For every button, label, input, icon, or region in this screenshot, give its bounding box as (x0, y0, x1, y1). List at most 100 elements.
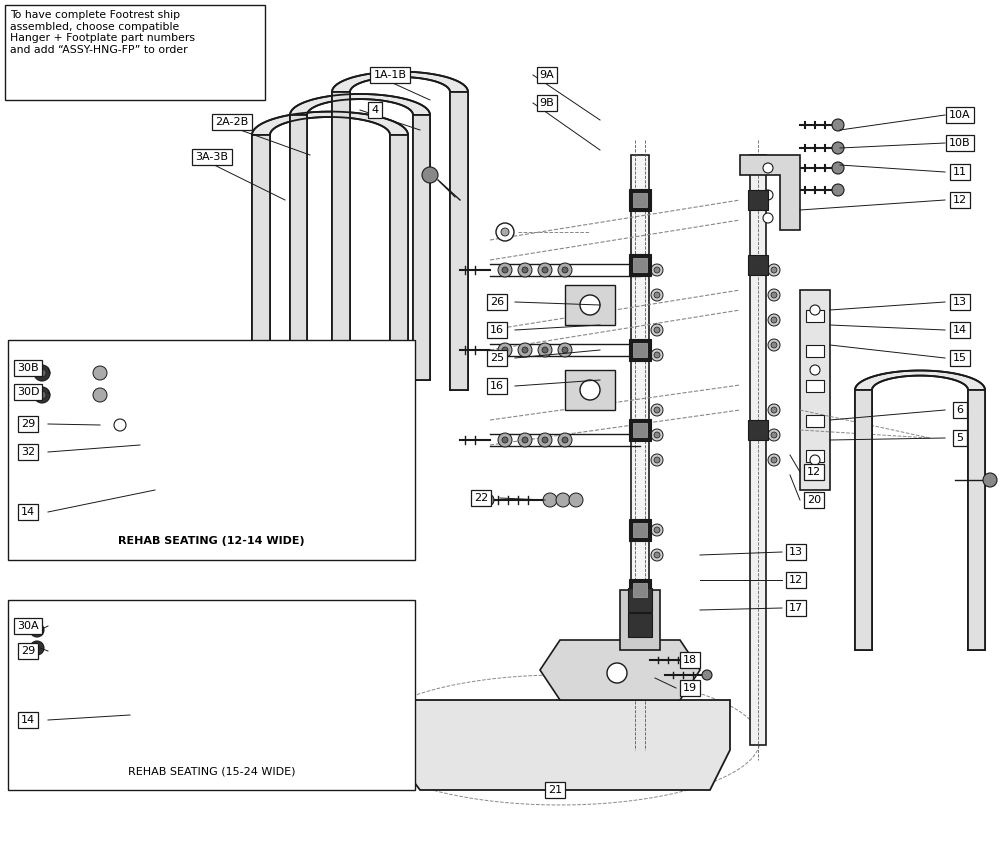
Circle shape (562, 267, 568, 273)
Text: REHAB SEATING (15-24 WIDE): REHAB SEATING (15-24 WIDE) (128, 766, 295, 776)
Polygon shape (968, 390, 985, 650)
Text: 9A: 9A (540, 70, 554, 80)
Polygon shape (750, 155, 766, 745)
Circle shape (651, 289, 663, 301)
Text: 12: 12 (953, 195, 967, 205)
Circle shape (763, 163, 773, 173)
Circle shape (522, 347, 528, 353)
Polygon shape (177, 418, 193, 432)
Circle shape (30, 641, 44, 655)
Polygon shape (413, 115, 430, 380)
Text: 30B: 30B (17, 363, 39, 373)
Text: 12: 12 (789, 575, 803, 585)
Circle shape (422, 167, 438, 183)
Circle shape (651, 549, 663, 561)
Circle shape (502, 347, 508, 353)
Circle shape (518, 263, 532, 277)
Polygon shape (628, 588, 652, 612)
Circle shape (651, 454, 663, 466)
Circle shape (832, 162, 844, 174)
Text: 14: 14 (21, 715, 35, 725)
Circle shape (518, 343, 532, 357)
Text: 18: 18 (683, 655, 697, 665)
Circle shape (654, 432, 660, 438)
Circle shape (654, 457, 660, 463)
Circle shape (771, 292, 777, 298)
Circle shape (556, 493, 570, 507)
Text: 16: 16 (490, 381, 504, 391)
Circle shape (498, 433, 512, 447)
Polygon shape (628, 613, 652, 637)
Text: 5: 5 (956, 433, 964, 443)
Text: 10B: 10B (949, 138, 971, 148)
Polygon shape (633, 258, 647, 272)
Circle shape (34, 365, 50, 381)
Text: 6: 6 (956, 405, 964, 415)
Circle shape (38, 391, 46, 399)
Circle shape (768, 314, 780, 326)
Polygon shape (748, 420, 768, 440)
Polygon shape (565, 285, 615, 325)
Polygon shape (8, 340, 415, 560)
Polygon shape (633, 343, 647, 357)
Circle shape (93, 388, 107, 402)
Polygon shape (748, 190, 768, 210)
Circle shape (340, 745, 350, 755)
Text: To have complete Footrest ship
assembled, choose compatible
Hanger + Footplate p: To have complete Footrest ship assembled… (10, 10, 195, 55)
Circle shape (651, 324, 663, 336)
Circle shape (543, 493, 557, 507)
Text: 19: 19 (683, 683, 697, 693)
Polygon shape (633, 193, 647, 207)
Circle shape (502, 437, 508, 443)
Polygon shape (631, 155, 649, 745)
Circle shape (654, 552, 660, 558)
Circle shape (580, 380, 600, 400)
Text: 17: 17 (789, 603, 803, 613)
Text: 4: 4 (371, 105, 379, 115)
Text: 13: 13 (789, 547, 803, 557)
Circle shape (150, 483, 160, 493)
Text: 13: 13 (953, 297, 967, 307)
Circle shape (763, 213, 773, 223)
Circle shape (768, 339, 780, 351)
Circle shape (482, 494, 494, 506)
Circle shape (687, 655, 697, 665)
Circle shape (832, 142, 844, 154)
Circle shape (763, 190, 773, 200)
Circle shape (580, 295, 600, 315)
Text: 10A: 10A (949, 110, 971, 120)
Text: 32: 32 (21, 447, 35, 457)
Polygon shape (252, 135, 270, 370)
Circle shape (702, 670, 712, 680)
Text: 22: 22 (474, 493, 488, 503)
Polygon shape (748, 255, 768, 275)
Circle shape (771, 432, 777, 438)
Circle shape (93, 366, 107, 380)
Polygon shape (806, 310, 824, 322)
Circle shape (832, 184, 844, 196)
Text: REHAB SEATING (12-14 WIDE): REHAB SEATING (12-14 WIDE) (118, 536, 305, 546)
Polygon shape (157, 418, 173, 432)
Circle shape (496, 223, 514, 241)
Polygon shape (633, 583, 647, 597)
Circle shape (108, 413, 132, 437)
Circle shape (538, 263, 552, 277)
Polygon shape (332, 92, 350, 390)
Circle shape (542, 267, 548, 273)
Circle shape (34, 387, 50, 403)
Circle shape (651, 524, 663, 536)
Circle shape (654, 352, 660, 358)
Circle shape (114, 419, 126, 431)
Circle shape (810, 365, 820, 375)
Text: 1A-1B: 1A-1B (374, 70, 406, 80)
Circle shape (522, 267, 528, 273)
Polygon shape (390, 135, 408, 370)
Circle shape (569, 493, 583, 507)
Circle shape (522, 437, 528, 443)
Polygon shape (140, 440, 220, 470)
Polygon shape (629, 339, 651, 361)
Circle shape (654, 267, 660, 273)
Circle shape (771, 267, 777, 273)
Polygon shape (800, 290, 830, 490)
Polygon shape (633, 423, 647, 437)
